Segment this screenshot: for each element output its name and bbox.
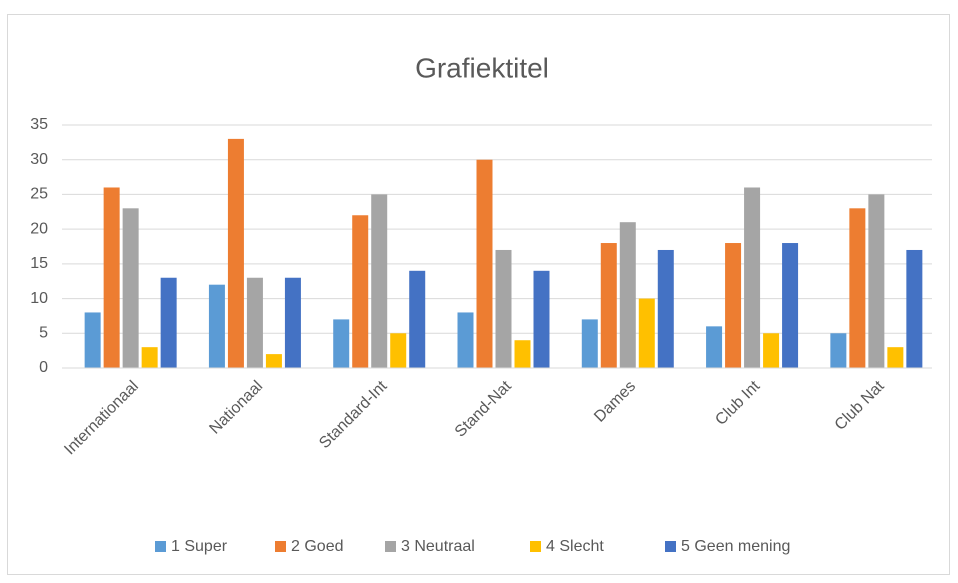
bar — [744, 187, 761, 368]
y-tick-label: 25 — [30, 186, 48, 203]
bar — [84, 312, 101, 368]
y-tick-label: 35 — [30, 116, 48, 133]
bar — [533, 270, 550, 368]
bar — [208, 284, 225, 368]
bar — [265, 354, 282, 368]
bar — [725, 243, 742, 368]
bar — [868, 194, 885, 368]
legend-swatch — [275, 541, 286, 552]
bar — [390, 333, 407, 368]
y-tick-label: 30 — [30, 151, 48, 168]
bar — [141, 347, 158, 368]
legend-swatch — [665, 541, 676, 552]
legend-label: 2 Goed — [291, 538, 343, 555]
bar — [457, 312, 474, 368]
legend-swatch — [385, 541, 396, 552]
bar — [352, 215, 369, 368]
bar — [763, 333, 780, 368]
bar — [581, 319, 598, 368]
y-tick-label: 15 — [30, 255, 48, 272]
legend-label: 1 Super — [171, 538, 228, 555]
bar — [122, 208, 139, 368]
legend-label: 4 Slecht — [546, 538, 604, 555]
chart-title: Grafiektitel — [415, 52, 549, 83]
legend-label: 5 Geen mening — [681, 538, 790, 555]
legend-swatch — [155, 541, 166, 552]
y-tick-label: 0 — [39, 359, 48, 376]
bar — [103, 187, 120, 368]
legend-label: 3 Neutraal — [401, 538, 475, 555]
bar — [706, 326, 723, 368]
legend-swatch — [530, 541, 541, 552]
bar — [371, 194, 388, 368]
bar — [160, 277, 177, 368]
bar — [476, 159, 493, 368]
bar — [284, 277, 301, 368]
bar — [906, 249, 923, 368]
y-tick-label: 20 — [30, 220, 48, 237]
bar — [638, 298, 655, 368]
bar — [409, 270, 426, 368]
bar — [495, 249, 512, 368]
bar — [830, 333, 847, 368]
bar — [657, 249, 674, 368]
bar — [782, 243, 799, 368]
bar — [619, 222, 636, 368]
bar — [246, 277, 263, 368]
bar — [849, 208, 866, 368]
bar — [227, 138, 244, 368]
y-tick-label: 5 — [39, 325, 48, 342]
bar — [887, 347, 904, 368]
bar — [514, 340, 531, 368]
bar — [600, 243, 617, 368]
bar — [333, 319, 350, 368]
y-tick-label: 10 — [30, 290, 48, 307]
